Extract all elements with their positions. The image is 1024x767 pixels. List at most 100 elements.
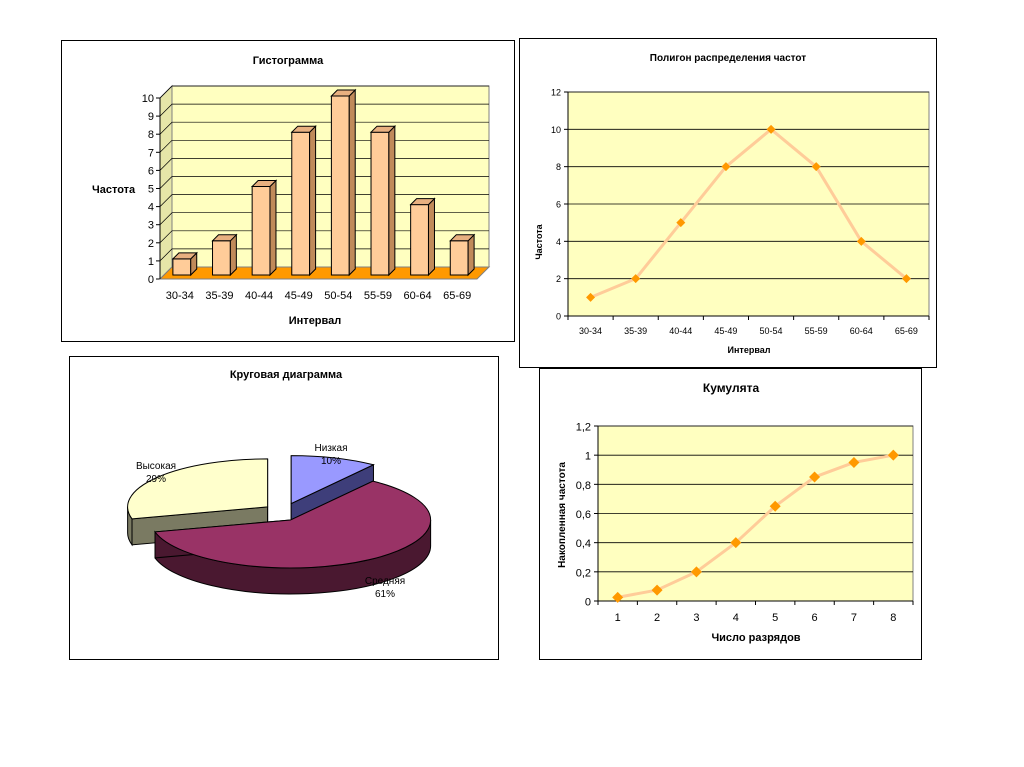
pie-slice xyxy=(127,458,269,520)
histogram-bar-top xyxy=(250,180,278,187)
histogram-y-tick-label: 0 xyxy=(148,274,154,286)
histogram-y-tick-label: 2 xyxy=(148,238,154,250)
data-point xyxy=(586,292,596,302)
y-tick-label: 0,8 xyxy=(576,480,591,492)
x-tick-label: 50-54 xyxy=(760,326,783,336)
polygon-title: Полигон распределения частот xyxy=(650,53,806,64)
x-tick-label: 1 xyxy=(615,612,621,624)
pie-slice-percent: 29% xyxy=(146,474,166,485)
histogram-bar-side xyxy=(427,197,435,277)
histogram-y-tick-label: 10 xyxy=(142,93,154,105)
polygon-chart: Полигон распределения частот Частота Инт… xyxy=(534,53,930,355)
histogram-bar-top xyxy=(449,234,476,242)
cumulative-panel: Кумулята Накопленная частота Число разря… xyxy=(539,368,922,660)
histogram-panel: Гистограмма Частота Интервал 0 1 2 3 4 5 6 7 8 9 1… xyxy=(61,40,515,342)
histogram-gridline xyxy=(159,85,489,99)
polygon-ylabel: Частота xyxy=(534,223,544,259)
histogram-y-tick-label: 5 xyxy=(148,184,154,196)
pie-slice xyxy=(154,480,432,569)
x-tick-label: 65-69 xyxy=(895,326,918,336)
pie-slice-percent: 10% xyxy=(321,456,341,467)
histogram-x-tick-label: 55-59 xyxy=(364,290,392,302)
polygon-panel: Полигон распределения частот Частота Инт… xyxy=(519,38,937,368)
y-tick-label: 4 xyxy=(556,237,561,247)
series-line xyxy=(617,453,894,599)
x-tick-label: 2 xyxy=(654,612,660,624)
histogram-y-tick-label: 9 xyxy=(148,111,154,123)
histogram-bar-top xyxy=(409,198,436,206)
data-point xyxy=(811,162,821,172)
pie-panel: Круговая диаграмма Низкая 10% Средняя 61% Вы… xyxy=(69,356,499,660)
y-tick-label: 12 xyxy=(551,88,561,98)
histogram-x-tick-label: 50-54 xyxy=(324,290,352,302)
y-tick-label: 0 xyxy=(556,312,561,322)
data-point xyxy=(730,537,742,549)
histogram-gridline xyxy=(159,121,489,135)
histogram-y-tick-label: 1 xyxy=(148,256,154,268)
data-point xyxy=(887,449,899,461)
data-point xyxy=(631,274,641,284)
x-tick-label: 8 xyxy=(890,612,896,624)
series-line xyxy=(589,127,908,299)
histogram-bar-side xyxy=(269,179,277,277)
histogram-bar-side xyxy=(348,88,356,277)
data-point xyxy=(769,500,781,512)
pie-slice-label: Низкая xyxy=(315,443,348,454)
histogram-y-tick-label: 4 xyxy=(148,202,154,214)
y-tick-label: 6 xyxy=(556,200,561,210)
histogram-x-tick-label: 40-44 xyxy=(245,290,273,302)
x-tick-label: 40-44 xyxy=(669,326,692,336)
histogram-bar xyxy=(291,131,311,276)
polygon-xlabel: Интервал xyxy=(728,345,771,355)
pie-chart: Круговая диаграмма Низкая 10% Средняя 61% Вы… xyxy=(127,369,432,600)
histogram-y-tick-label: 7 xyxy=(148,147,154,159)
y-tick-label: 10 xyxy=(551,125,561,135)
pie-title: Круговая диаграмма xyxy=(230,369,343,381)
data-point xyxy=(766,124,776,134)
histogram-title: Гистограмма xyxy=(253,55,324,67)
histogram-bar-top xyxy=(290,125,317,133)
histogram-bar-side xyxy=(229,233,237,277)
y-tick-label: 0,6 xyxy=(576,509,591,521)
data-point xyxy=(848,456,860,468)
y-tick-label: 1,2 xyxy=(576,422,591,434)
histogram-bar-side xyxy=(467,233,475,277)
x-tick-label: 55-59 xyxy=(805,326,828,336)
histogram-bar-side xyxy=(309,124,317,277)
histogram-gridline xyxy=(159,103,489,117)
histogram-xlabel: Интервал xyxy=(289,315,342,327)
x-tick-label: 6 xyxy=(812,612,818,624)
data-point xyxy=(676,218,686,228)
data-point xyxy=(809,471,821,483)
histogram-bar xyxy=(330,95,350,276)
histogram-bar xyxy=(172,258,192,276)
data-point xyxy=(721,162,731,172)
x-tick-label: 3 xyxy=(693,612,699,624)
cumulative-xlabel: Число разрядов xyxy=(711,632,800,644)
histogram-bar-top xyxy=(369,125,397,133)
y-tick-label: 2 xyxy=(556,274,561,284)
histogram-y-tick-label: 6 xyxy=(148,165,154,177)
data-point xyxy=(856,236,866,246)
histogram-y-tick-label: 8 xyxy=(148,129,154,141)
data-point xyxy=(651,584,663,596)
x-tick-label: 7 xyxy=(851,612,857,624)
histogram-bar xyxy=(449,240,469,276)
pie-slice xyxy=(290,455,375,505)
histogram-bar-top xyxy=(211,234,238,242)
y-tick-label: 0 xyxy=(585,597,591,609)
histogram-x-tick-label: 60-64 xyxy=(403,290,431,302)
x-tick-label: 4 xyxy=(733,612,739,624)
histogram-bar-top xyxy=(330,89,357,97)
histogram-bar xyxy=(212,240,231,276)
data-point xyxy=(612,591,624,603)
x-tick-label: 60-64 xyxy=(850,326,873,336)
x-tick-label: 35-39 xyxy=(624,326,647,336)
histogram-floor xyxy=(158,266,491,280)
y-tick-label: 0,2 xyxy=(576,567,591,579)
data-point xyxy=(901,274,911,284)
histogram-x-tick-label: 30-34 xyxy=(166,290,194,302)
x-tick-label: 5 xyxy=(772,612,778,624)
pie-slice-label: Средняя xyxy=(365,576,405,587)
y-tick-label: 1 xyxy=(585,451,591,463)
